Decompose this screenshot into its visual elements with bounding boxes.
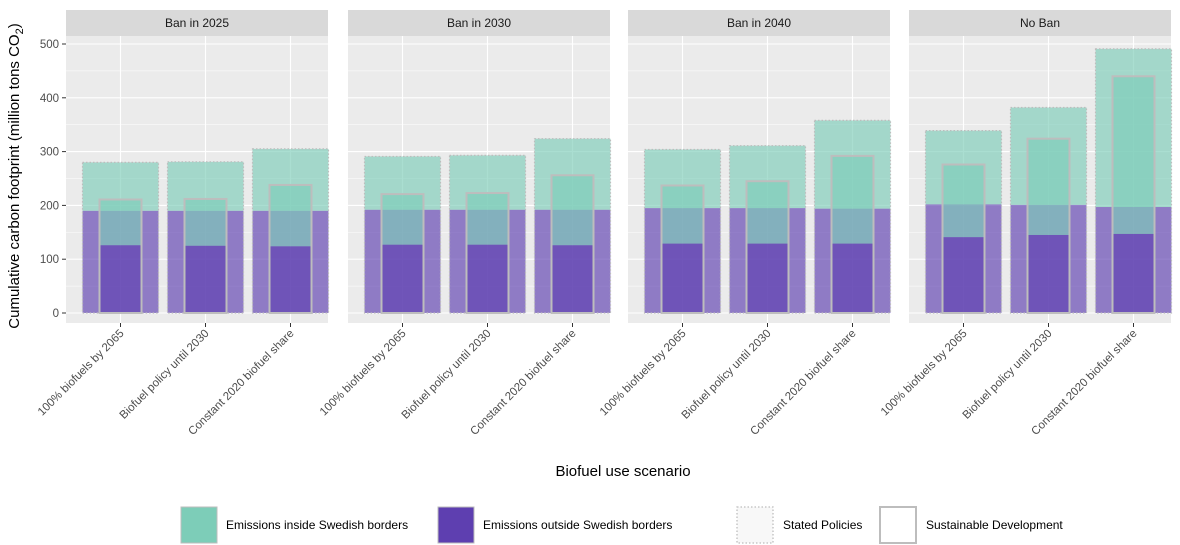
x-tick-label: 100% biofuels by 2065 — [318, 328, 409, 419]
bar-sustainable-outside — [99, 245, 142, 313]
bar-stated-outline — [166, 161, 245, 314]
bar-sustainable-outside — [942, 237, 985, 313]
bar-sustainable-outside — [551, 245, 594, 313]
x-tick-label: 100% biofuels by 2065 — [879, 328, 970, 419]
bar-sustainable-inside — [551, 175, 594, 246]
legend-key-inside — [180, 506, 218, 544]
legend-label-inside: Emissions inside Swedish borders — [226, 518, 408, 532]
bar-sustainable-outline — [660, 184, 705, 314]
bar-sustainable-inside — [184, 198, 227, 246]
y-tick-label: 100 — [40, 254, 59, 266]
facet-ban-in-2040: Ban in 2040 100% biofuels by 2065Biofuel … — [598, 10, 892, 438]
bar-sustainable-outline — [1111, 75, 1156, 314]
facet-strip — [628, 10, 890, 36]
legend-label-outside: Emissions outside Swedish borders — [483, 518, 672, 532]
bar-sustainable-outline — [745, 180, 790, 314]
bar-sustainable-inside — [99, 199, 142, 246]
y-axis-title-main: Cumulative carbon footprint (million ton… — [6, 34, 23, 328]
y-axis-title-suffix: ) — [6, 23, 23, 28]
facet-title: Ban in 2030 — [447, 16, 511, 30]
bar-sustainable-inside — [466, 193, 509, 245]
bar-sustainable-inside — [661, 185, 704, 244]
bar-sustainable-outline — [830, 154, 875, 314]
facet-ban-in-2030: Ban in 2030 100% biofuels by 2065Biofuel … — [318, 10, 612, 438]
bar-stated-outline — [813, 119, 892, 314]
bar-stated-outline — [81, 161, 160, 314]
facet-strip — [348, 10, 610, 36]
bar-sustainable-outline — [98, 198, 143, 314]
bar-sustainable-outline — [1026, 137, 1071, 314]
bar-sustainable-outside — [1027, 234, 1070, 313]
bar-stated-outline — [251, 148, 330, 314]
y-axis-title-subscript: 2 — [14, 28, 26, 34]
bar-sustainable-outside — [269, 246, 312, 313]
bar-sustainable-inside — [381, 194, 424, 245]
facet-ban-in-2025: Ban in 2025 100% biofuels by 2065Biofuel … — [36, 10, 330, 438]
bar-sustainable-outside — [661, 243, 704, 313]
bar-sustainable-outline — [941, 163, 986, 314]
bar-sustainable-outside — [746, 243, 789, 313]
legend-label-sustainable-development: Sustainable Development — [926, 518, 1063, 532]
facet-title: Ban in 2025 — [165, 16, 229, 30]
bar-sustainable-outside — [381, 244, 424, 313]
y-tick-label: 500 — [40, 39, 59, 51]
x-tick-label: Biofuel policy until 2030 — [961, 328, 1055, 422]
legend-key-sustainable-development — [879, 506, 917, 544]
facet-title: No Ban — [1020, 16, 1060, 30]
bar-sustainable-inside — [1027, 138, 1070, 235]
bar-sustainable-inside — [746, 181, 789, 244]
bar-sustainable-outside — [184, 245, 227, 313]
bar-sustainable-outline — [268, 183, 313, 314]
bar-sustainable-inside — [1112, 76, 1155, 234]
bar-sustainable-outline — [380, 193, 425, 315]
facet-strip — [66, 10, 328, 36]
bar-sustainable-outline — [465, 192, 510, 314]
y-tick-label: 400 — [40, 93, 59, 105]
bar-sustainable-outside — [1112, 233, 1155, 313]
bar-sustainable-inside — [269, 184, 312, 247]
legend-key-stated-policies — [736, 506, 774, 544]
bar-sustainable-outside — [466, 244, 509, 313]
y-tick-label: 300 — [40, 147, 59, 159]
bar-sustainable-outside — [831, 243, 874, 313]
legend-key-outside — [437, 506, 475, 544]
bar-sustainable-outline — [550, 174, 595, 314]
bar-sustainable-inside — [831, 155, 874, 244]
facet-strip — [909, 10, 1171, 36]
x-tick-label: Biofuel policy until 2030 — [118, 328, 212, 422]
legend-label-stated-policies: Stated Policies — [783, 518, 862, 532]
legend: Emissions inside Swedish borders Emission… — [180, 506, 1063, 544]
y-axis-title: Cumulative carbon footprint (million ton… — [6, 23, 26, 328]
x-tick-label: 100% biofuels by 2065 — [36, 328, 127, 419]
x-tick-label: 100% biofuels by 2065 — [598, 328, 689, 419]
x-tick-label: Biofuel policy until 2030 — [680, 328, 774, 422]
bar-sustainable-inside — [942, 164, 985, 238]
x-axis-title: Biofuel use scenario — [555, 463, 690, 480]
facet-title: Ban in 2040 — [727, 16, 791, 30]
bar-sustainable-outline — [183, 197, 228, 314]
bar-stated-outline — [448, 154, 527, 314]
x-tick-label: Biofuel policy until 2030 — [400, 328, 494, 422]
y-tick-label: 0 — [53, 308, 59, 320]
y-tick-label: 200 — [40, 200, 59, 212]
